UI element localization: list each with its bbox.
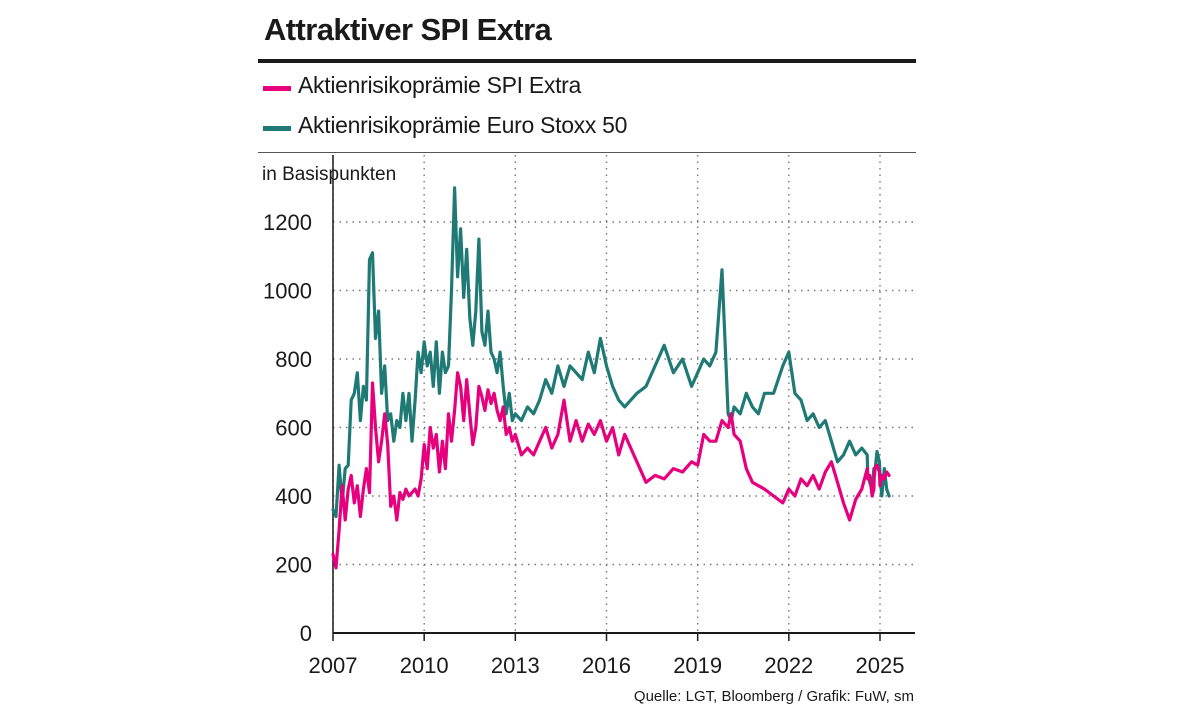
- y-tick-label-1200: 1200: [263, 210, 312, 235]
- y-ticks: 0 200 400 600 800 1000 1200: [263, 210, 312, 646]
- x-tick-label-2019: 2019: [673, 653, 722, 678]
- title-rule: [258, 59, 916, 63]
- legend-rule: [258, 152, 916, 153]
- x-tick-label-2010: 2010: [400, 653, 449, 678]
- legend-swatch-spi-extra: [263, 86, 291, 91]
- legend-label-euro-stoxx: Aktienrisikoprämie Euro Stoxx 50: [298, 112, 628, 138]
- y-tick-label-400: 400: [275, 484, 312, 509]
- y-tick-label-600: 600: [275, 416, 312, 441]
- series-line-euro-stoxx: [331, 186, 891, 519]
- x-tick-label-2013: 2013: [491, 653, 540, 678]
- x-tick-label-2007: 2007: [309, 653, 358, 678]
- y-tick-label-200: 200: [275, 553, 312, 578]
- series-line-spi-extra: [331, 371, 891, 570]
- legend-item-spi-extra: Aktienrisikoprämie SPI Extra: [260, 72, 920, 102]
- grid: [332, 155, 915, 634]
- legend-item-euro-stoxx: Aktienrisikoprämie Euro Stoxx 50: [260, 112, 920, 142]
- source-note: Quelle: LGT, Bloomberg / Grafik: FuW, sm: [633, 688, 914, 705]
- series-lines: [331, 186, 891, 570]
- chart-title: Attraktiver SPI Extra: [264, 12, 552, 47]
- x-tick-label-2025: 2025: [856, 653, 905, 678]
- x-tick-label-2016: 2016: [582, 653, 631, 678]
- legend-swatch-euro-stoxx: [263, 126, 291, 131]
- y-tick-label-1000: 1000: [263, 279, 312, 304]
- legend-label-spi-extra: Aktienrisikoprämie SPI Extra: [298, 72, 582, 98]
- y-tick-label-800: 800: [275, 347, 312, 372]
- x-tick-label-2022: 2022: [764, 653, 813, 678]
- x-ticks: 2007 2010 2013 2016 2019 2022 2025: [309, 633, 905, 678]
- y-tick-label-0: 0: [300, 621, 312, 646]
- y-axis-label: in Basispunkten: [262, 164, 396, 185]
